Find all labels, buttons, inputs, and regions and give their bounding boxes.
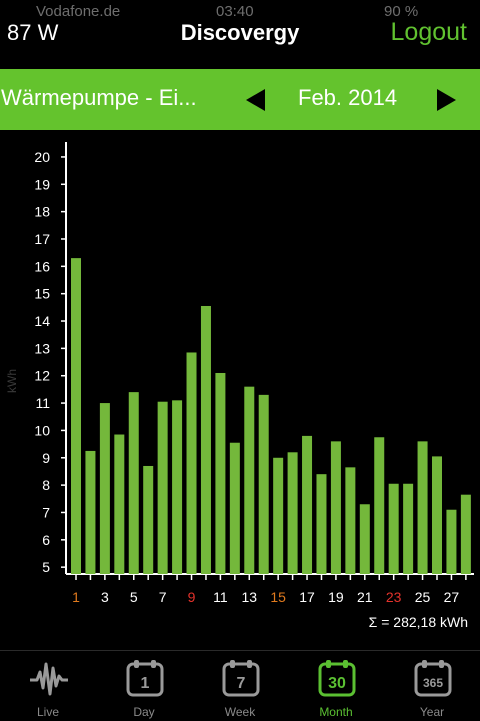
bar-day-11[interactable] <box>215 372 226 574</box>
logout-button[interactable]: Logout <box>390 18 467 46</box>
x-tick-label: 17 <box>299 589 315 605</box>
x-tick-label: 7 <box>159 589 167 605</box>
y-tick-label: 8 <box>42 477 50 493</box>
bar-day-3[interactable] <box>99 403 110 574</box>
y-tick-label: 20 <box>34 149 50 165</box>
y-tick-label: 17 <box>34 231 50 247</box>
bar-day-8[interactable] <box>172 400 183 574</box>
current-power: 87 W <box>7 20 59 45</box>
bar-day-23[interactable] <box>388 483 399 574</box>
y-axis-label: kWh <box>5 369 19 393</box>
x-tick-label: 13 <box>241 589 257 605</box>
y-tick-label: 16 <box>34 258 50 274</box>
x-tick-label: 15 <box>270 589 286 605</box>
tab-label: Day <box>133 705 155 719</box>
bar-day-20[interactable] <box>345 467 356 574</box>
bar-day-28[interactable] <box>460 494 471 574</box>
next-period-button[interactable] <box>434 88 458 112</box>
tab-label: Week <box>224 705 256 719</box>
bar-day-7[interactable] <box>157 401 168 574</box>
calendar-icon: 1 <box>126 660 164 697</box>
y-tick-label: 7 <box>42 504 50 520</box>
bar-day-24[interactable] <box>403 483 414 574</box>
bar-day-19[interactable] <box>330 441 341 574</box>
bar-day-25[interactable] <box>417 441 428 574</box>
x-tick-label: 5 <box>130 589 138 605</box>
bar-day-27[interactable] <box>446 509 457 574</box>
period-label: Feb. 2014 <box>298 85 398 110</box>
bar-day-2[interactable] <box>85 450 96 574</box>
tab-label: Year <box>419 705 445 719</box>
tab-day[interactable]: 1 Day <box>96 651 192 721</box>
x-tick-label: 1 <box>72 589 80 605</box>
arrow-right-icon <box>437 89 456 111</box>
y-tick-label: 6 <box>42 532 50 548</box>
bar-day-12[interactable] <box>229 442 240 574</box>
carrier-label: Vodafone.de <box>36 3 121 20</box>
bar-day-6[interactable] <box>143 465 154 574</box>
bar-day-9[interactable] <box>186 352 197 574</box>
meter-name[interactable]: Wärmepumpe - Ei... <box>1 85 197 110</box>
sum-label: Σ = 282,18 kWh <box>368 614 468 630</box>
bar-day-14[interactable] <box>258 394 269 574</box>
bar-day-4[interactable] <box>114 434 125 574</box>
battery-label: 90 % <box>384 3 419 20</box>
bar-day-13[interactable] <box>244 386 255 574</box>
y-tick-label: 9 <box>42 450 50 466</box>
status-bar: Vodafone.de 03:40 90 % <box>0 0 480 22</box>
x-tick-label: 21 <box>357 589 373 605</box>
bar-day-16[interactable] <box>287 452 298 574</box>
tab-week[interactable]: 7 Week <box>192 651 288 721</box>
tab-bar: Live 1 Day 7 Week 30 Month <box>0 650 480 721</box>
y-tick-label: 19 <box>34 176 50 192</box>
x-tick-label: 19 <box>328 589 344 605</box>
bar-day-26[interactable] <box>432 456 442 574</box>
bar-day-15[interactable] <box>273 457 284 574</box>
tab-label: Month <box>319 705 353 719</box>
x-tick-label: 25 <box>415 589 431 605</box>
y-tick-label: 15 <box>34 286 50 302</box>
calendar-icon-number: 7 <box>237 675 246 692</box>
previous-period-button[interactable] <box>244 88 268 112</box>
x-tick-label: 9 <box>188 589 196 605</box>
navigation-bar: 87 W Discovergy Logout <box>0 8 480 64</box>
tab-label: Live <box>36 705 59 719</box>
calendar-icon-number: 1 <box>141 675 150 692</box>
x-tick-label: 23 <box>386 589 402 605</box>
period-selector-bar: Wärmepumpe - Ei... Feb. 2014 <box>0 69 480 130</box>
clock-label: 03:40 <box>216 3 254 20</box>
calendar-icon: 7 <box>222 660 260 697</box>
bar-day-10[interactable] <box>200 305 211 574</box>
calendar-icon: 365 <box>414 660 452 697</box>
calendar-icon-number: 365 <box>423 676 443 690</box>
y-tick-label: 11 <box>35 395 50 411</box>
bar-day-21[interactable] <box>359 504 370 574</box>
x-tick-label: 27 <box>444 589 460 605</box>
arrow-left-icon <box>246 89 265 111</box>
waveform-icon <box>30 662 68 696</box>
bar-day-5[interactable] <box>128 392 139 574</box>
bar-day-18[interactable] <box>316 474 327 574</box>
y-tick-label: 14 <box>34 313 50 329</box>
tab-year[interactable]: 365 Year <box>384 651 480 721</box>
bar-day-1[interactable] <box>71 258 81 574</box>
y-tick-label: 12 <box>34 368 50 384</box>
tab-live[interactable]: Live <box>0 651 96 721</box>
y-tick-label: 10 <box>34 422 50 438</box>
bar-day-22[interactable] <box>374 437 385 574</box>
tab-month[interactable]: 30 Month <box>288 651 384 721</box>
app-title: Discovergy <box>180 20 300 45</box>
y-tick-label: 5 <box>42 559 50 575</box>
chart-area: 5 6 7 8 9 10 11 12 13 14 15 16 17 18 19 20 kWh 1 3 5 7 9 11 13 1… <box>0 131 480 649</box>
x-tick-label: 11 <box>213 589 228 605</box>
calendar-icon: 30 <box>318 660 356 697</box>
x-tick-label: 3 <box>101 589 109 605</box>
y-tick-label: 13 <box>34 340 50 356</box>
bar-day-17[interactable] <box>302 435 313 574</box>
calendar-icon-number: 30 <box>328 675 346 692</box>
y-tick-label: 18 <box>34 204 50 220</box>
